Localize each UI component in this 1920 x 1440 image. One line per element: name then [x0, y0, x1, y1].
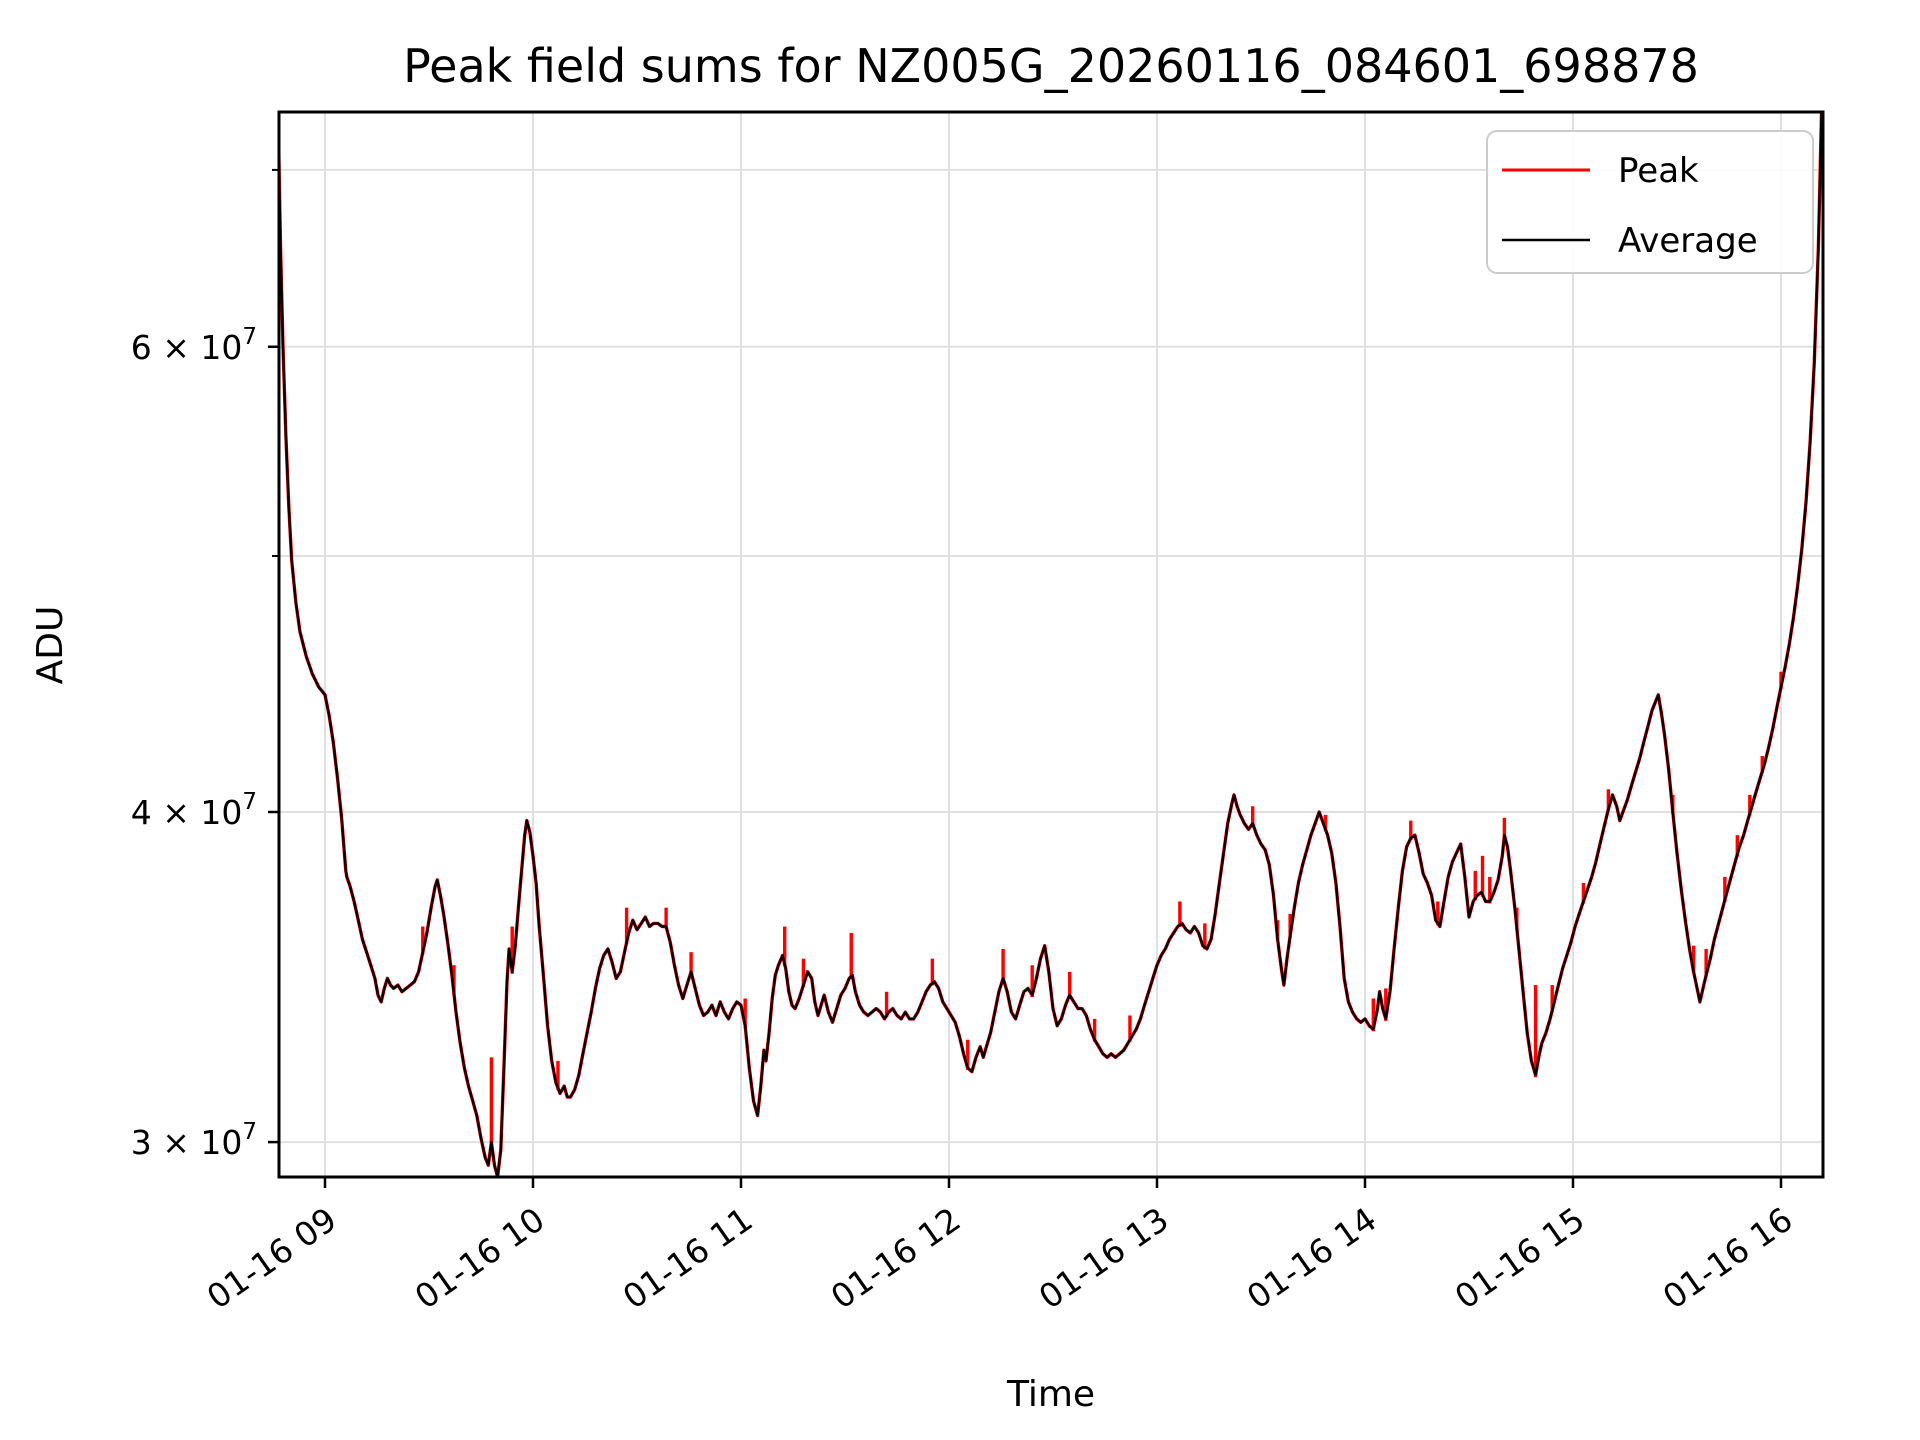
x-tick-label: 01-16 16 [1656, 1200, 1800, 1317]
legend-average-label: Average [1618, 221, 1758, 261]
y-tick-label: 6 × 107 [131, 324, 257, 367]
average-line [279, 112, 1823, 1177]
legend-peak-label: Peak [1618, 151, 1699, 191]
x-tick-label: 01-16 10 [408, 1200, 552, 1317]
y-axis-label: ADU [30, 606, 71, 685]
x-tick-label: 01-16 12 [824, 1200, 968, 1317]
x-tick-label: 01-16 13 [1032, 1200, 1176, 1317]
x-tick-label: 01-16 11 [616, 1200, 760, 1317]
axes-frame [277, 110, 1825, 1179]
tick-layer: 01-16 09 01-16 10 01-16 11 01-16 12 01-16 13… [131, 168, 1800, 1317]
x-tick-label: 01-16 09 [200, 1200, 344, 1317]
legend: Peak Average [1486, 130, 1814, 274]
chart-title: Peak field sums for NZ005G_20260116_0846… [403, 39, 1699, 93]
x-tick-label: 01-16 14 [1240, 1200, 1384, 1317]
y-tick-label: 4 × 107 [131, 789, 257, 832]
legend-box [1486, 130, 1814, 274]
y-tick-label: 3 × 107 [131, 1119, 257, 1162]
curve-layer [279, 112, 1823, 1177]
x-tick-label: 01-16 15 [1448, 1200, 1592, 1317]
x-axis-label: Time [1006, 1374, 1095, 1415]
